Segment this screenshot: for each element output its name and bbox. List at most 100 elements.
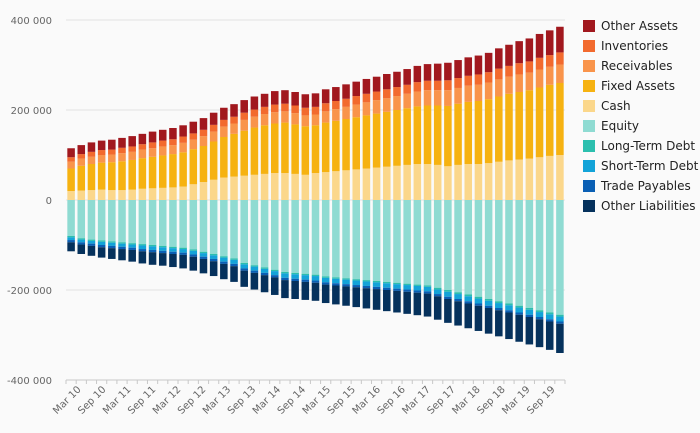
bar-segment: [209, 124, 218, 132]
bar-segment: [444, 290, 452, 292]
legend-swatch: [583, 120, 595, 132]
bar-segment: [321, 282, 330, 285]
bar-segment: [515, 159, 523, 200]
bar-segment: [474, 55, 483, 75]
bar-segment: [444, 299, 452, 323]
legend-swatch: [583, 180, 595, 192]
bar-segment: [179, 247, 187, 250]
bar-segment: [525, 61, 534, 73]
bar-segment: [444, 62, 452, 81]
bar-segment: [77, 145, 86, 155]
bar-segment: [454, 60, 462, 79]
bar-segment: [311, 106, 320, 115]
bar-segment: [433, 296, 442, 320]
bar-segment: [352, 285, 361, 288]
bar-segment: [444, 105, 452, 167]
bar-segment: [403, 289, 411, 292]
bar-segment: [230, 258, 238, 260]
bar-segment: [332, 87, 340, 101]
bar-segment: [260, 267, 269, 269]
bar-segment: [362, 200, 371, 281]
bar-segment: [413, 65, 422, 83]
bar-segment: [148, 142, 157, 149]
bar-segment: [535, 69, 544, 88]
bar-segment: [77, 238, 86, 240]
bar-segment: [423, 64, 432, 81]
bar-segment: [291, 200, 299, 273]
bar-segment: [495, 200, 503, 302]
bar-segment: [108, 242, 116, 246]
bar-segment: [148, 246, 157, 250]
bar-segment: [556, 52, 564, 65]
bar-segment: [535, 157, 544, 200]
bar-segment: [77, 242, 86, 245]
y-tick-label: 400 000: [11, 16, 52, 27]
bar-segment: [321, 103, 330, 112]
legend-label: Short-Term Debt: [601, 159, 699, 173]
bar-segment: [260, 106, 269, 115]
bar-segment: [505, 160, 513, 200]
bar-segment: [321, 277, 330, 283]
legend-label: Trade Payables: [600, 179, 691, 193]
bar-segment: [97, 245, 106, 248]
bar-segment: [291, 278, 299, 281]
legend-label: Equity: [601, 119, 639, 133]
bar-segment: [67, 157, 75, 162]
bar-segment: [342, 84, 350, 99]
bar-segment: [220, 107, 228, 120]
bar-segment: [260, 268, 269, 273]
bar-segment: [97, 189, 106, 200]
bar-segment: [556, 314, 564, 317]
bar-segment: [230, 200, 238, 259]
y-tick-label: -200 000: [7, 286, 52, 297]
bar-segment: [230, 116, 238, 124]
bar-segment: [128, 136, 136, 147]
bar-segment: [393, 71, 401, 88]
bar-segment: [515, 314, 523, 342]
bar-segment: [281, 111, 289, 123]
bar-segment: [281, 277, 289, 281]
bar-segment: [260, 125, 269, 174]
bar-segment: [108, 190, 116, 200]
bar-segment: [301, 126, 310, 175]
bar-segment: [433, 90, 442, 106]
bar-segment: [148, 131, 157, 143]
bar-segment: [352, 169, 361, 200]
legend-label: Other Assets: [601, 19, 678, 33]
bar-segment: [240, 263, 248, 265]
bar-segment: [413, 285, 422, 291]
bar-segment: [281, 272, 289, 274]
bar-segment: [362, 78, 371, 94]
bar-segment: [230, 176, 238, 200]
bar-segment: [474, 101, 483, 164]
bar-segment: [158, 140, 167, 147]
bar-segment: [270, 200, 279, 270]
bar-segment: [270, 277, 279, 295]
bar-segment: [270, 123, 279, 173]
bar-segment: [179, 136, 187, 143]
bar-segment: [220, 257, 228, 262]
bar-segment: [67, 191, 75, 200]
bar-segment: [474, 296, 483, 299]
bar-segment: [362, 285, 371, 289]
bar-segment: [179, 152, 187, 187]
bar-segment: [484, 163, 493, 200]
bar-segment: [464, 200, 473, 295]
bar-segment: [495, 68, 503, 80]
bar-segment: [118, 246, 126, 250]
bar-segment: [352, 280, 361, 286]
bar-segment: [383, 281, 391, 284]
bar-segment: [169, 248, 177, 252]
legend-swatch: [583, 40, 595, 52]
bar-segment: [67, 242, 75, 252]
bar-segment: [444, 200, 452, 290]
bar-segment: [118, 190, 126, 200]
bar-segment: [281, 90, 289, 104]
bar-segment: [464, 296, 473, 302]
bar-segment: [403, 291, 411, 314]
bar-segment: [545, 66, 554, 85]
bar-segment: [199, 253, 208, 257]
bar-segment: [108, 149, 116, 155]
bar-segment: [250, 270, 259, 273]
